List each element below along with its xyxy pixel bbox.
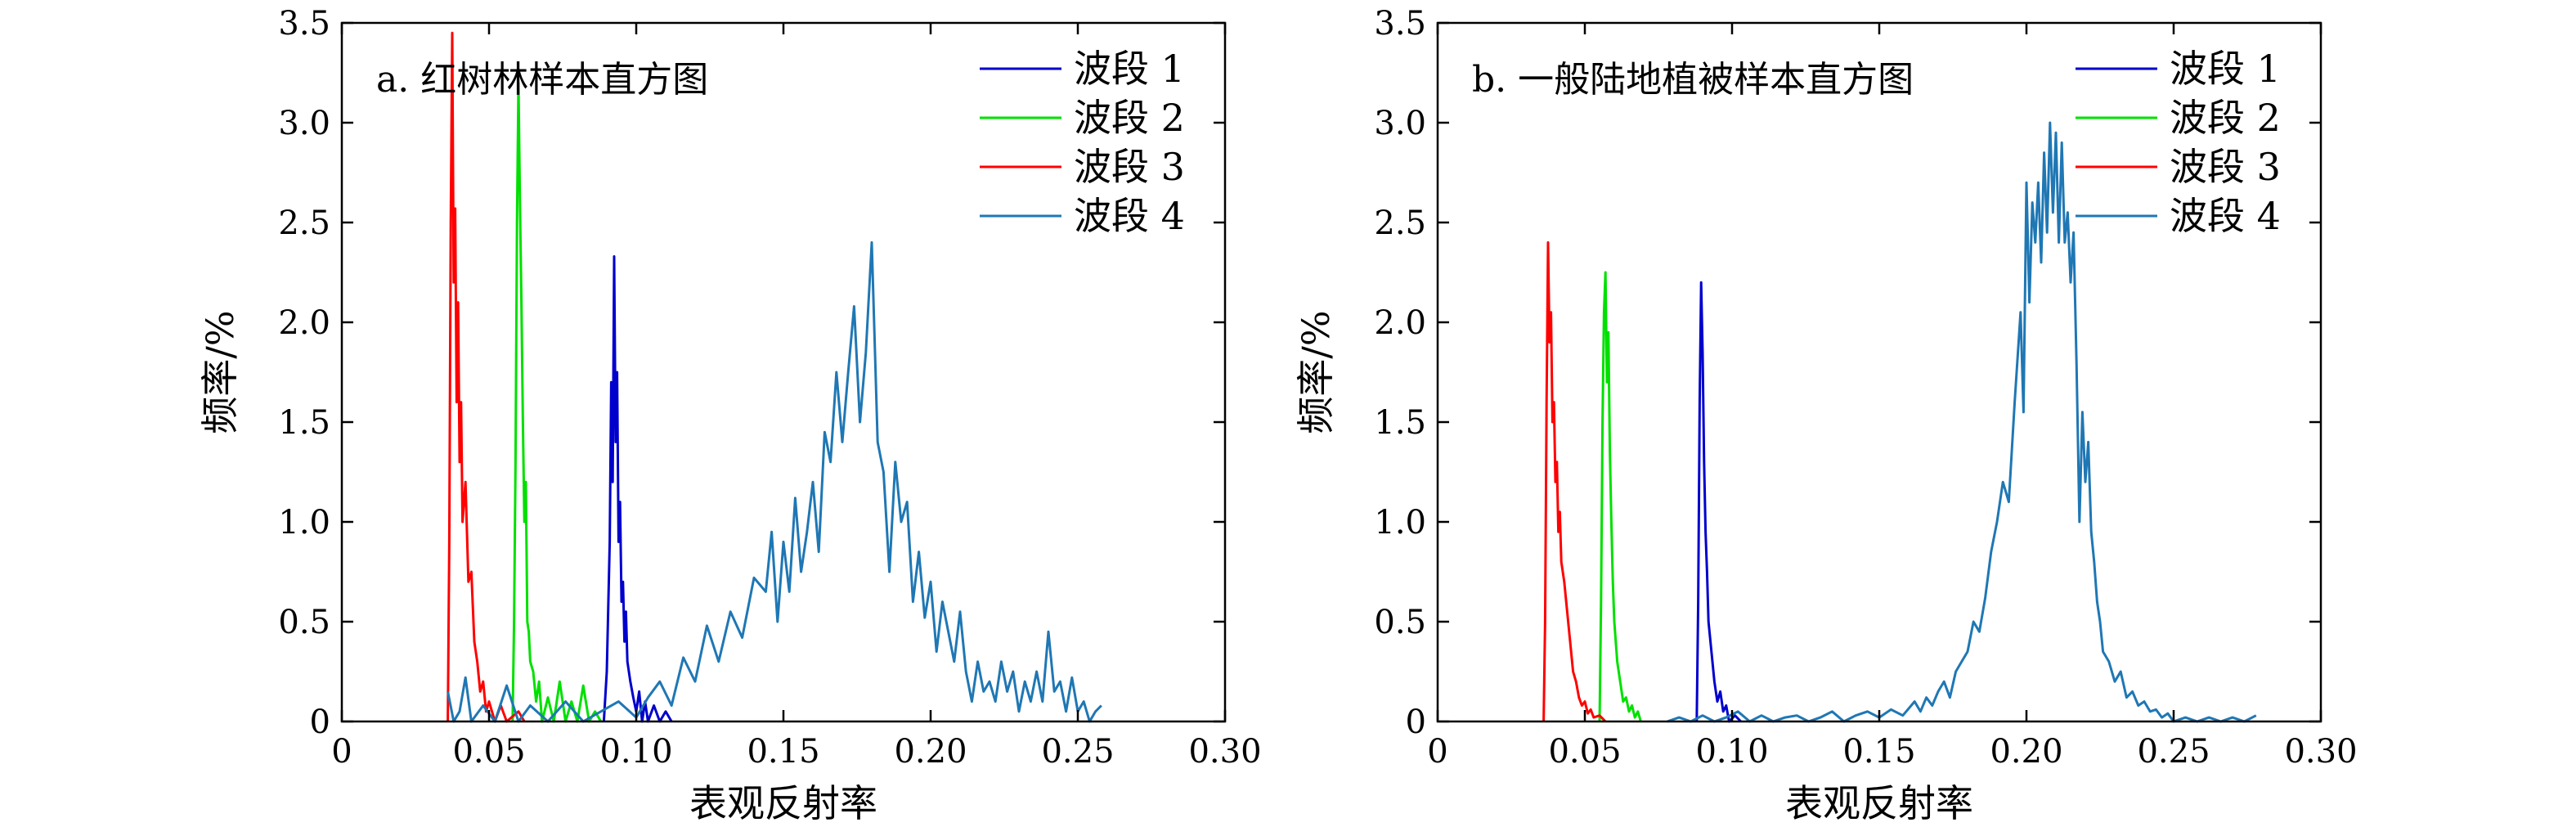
y-tick-label: 2.5 [1374, 205, 1426, 242]
x-tick-label: 0.15 [1842, 733, 1915, 771]
x-tick-label: 0 [1427, 733, 1447, 771]
y-tick-label: 3.0 [1374, 105, 1426, 142]
y-tick-label: 2.0 [1374, 304, 1426, 342]
legend-label-band-2: 波段 2 [2170, 96, 2281, 140]
legend-label-band-4: 波段 4 [1074, 194, 1185, 238]
legend-label-band-4: 波段 4 [2170, 194, 2281, 238]
x-tick-label: 0.10 [1695, 733, 1768, 771]
x-tick-label: 0.25 [1041, 733, 1114, 771]
y-axis-title: 频率/% [1294, 310, 1338, 434]
series-line-band-1 [602, 255, 673, 723]
x-axis-title: 表观反射率 [689, 781, 877, 825]
chart-panel-vegetation: 0 0.05 0.10 0.15 0.20 0.25 0.30 0 0.5 1.0 1.5 2.0 2.… [1294, 5, 2358, 825]
y-axis-title: 频率/% [198, 310, 242, 434]
y-tick-label: 0 [1406, 703, 1426, 741]
x-tick-label: 0 [331, 733, 352, 771]
series-line-band-1 [1695, 281, 1742, 723]
y-tick-label: 3.0 [278, 105, 330, 142]
series-line-band-2 [511, 81, 603, 723]
legend-label-band-1: 波段 1 [2170, 47, 2281, 91]
x-tick-label: 0.05 [452, 733, 525, 771]
y-tick-label: 0.5 [278, 604, 330, 641]
x-tick-label: 0.15 [747, 733, 819, 771]
x-tick-label: 0.25 [2137, 733, 2210, 771]
y-tick-label: 2.5 [278, 205, 330, 242]
series-line-band-4 [1667, 121, 2257, 723]
series-line-band-2 [1598, 271, 1642, 722]
x-axis-title: 表观反射率 [1785, 781, 1973, 825]
y-tick-label: 1.0 [278, 504, 330, 542]
chart-panel-mangrove: 0 0.05 0.10 0.15 0.20 0.25 0.30 0 0.5 1.0 1.5 2.0 2.… [198, 5, 1262, 825]
x-tick-label: 0.20 [1990, 733, 2062, 771]
x-tick-label: 0.30 [1188, 733, 1261, 771]
x-tick-label: 0.10 [599, 733, 672, 771]
y-tick-label: 3.5 [1374, 5, 1426, 43]
chart-title: b. 一般陆地植被样本直方图 [1472, 59, 1914, 101]
y-tick-label: 1.5 [1374, 404, 1426, 442]
y-tick-label: 1.0 [1374, 504, 1426, 542]
y-tick-label: 0.5 [1374, 604, 1426, 641]
legend-label-band-3: 波段 3 [1074, 145, 1185, 189]
chart-title: a. 红树林样本直方图 [376, 59, 708, 101]
y-tick-label: 2.0 [278, 304, 330, 342]
y-tick-label: 1.5 [278, 404, 330, 442]
series-line-band-4 [447, 240, 1102, 723]
legend-label-band-2: 波段 2 [1074, 96, 1185, 140]
y-tick-label: 0 [310, 703, 330, 741]
x-tick-label: 0.05 [1548, 733, 1621, 771]
y-tick-label: 3.5 [278, 5, 330, 43]
legend-label-band-1: 波段 1 [1074, 47, 1185, 91]
series-line-band-3 [1542, 240, 1607, 723]
legend-label-band-3: 波段 3 [2170, 145, 2281, 189]
x-tick-label: 0.30 [2284, 733, 2357, 771]
x-tick-label: 0.20 [894, 733, 967, 771]
